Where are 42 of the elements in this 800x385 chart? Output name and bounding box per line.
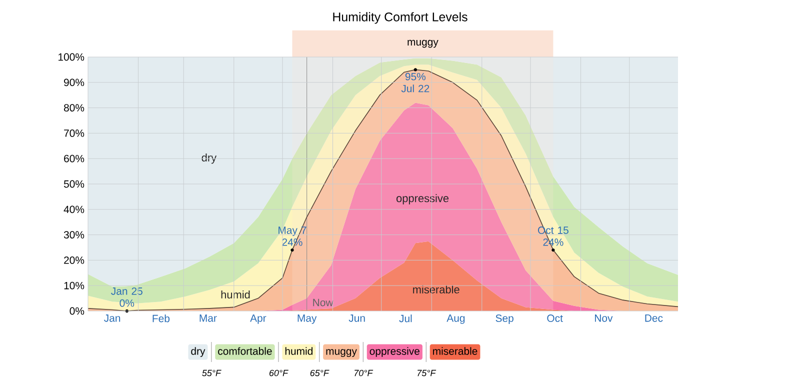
x-tick-label: Apr	[250, 314, 266, 324]
text: 70°F	[354, 370, 374, 376]
x-tick-label: Dec	[645, 314, 663, 322]
y-tick-label: 20%	[64, 256, 84, 264]
text: 60°F	[269, 370, 288, 376]
x-tick-label: Feb	[152, 314, 170, 322]
text: comfortable	[218, 347, 272, 355]
y-tick-label: 10%	[64, 282, 84, 290]
text: 75°F	[418, 370, 436, 376]
annotation: oppressive	[396, 194, 449, 204]
y-tick-label: 100%	[58, 53, 84, 61]
x-tick-label: Jun	[348, 314, 365, 322]
x-tick-label: Sep	[496, 314, 514, 324]
chart-title: Humidity Comfort Levels	[333, 12, 468, 24]
y-tick-label: 90%	[64, 78, 84, 86]
y-tick-label: 60%	[64, 154, 84, 162]
y-tick-label: 80%	[64, 104, 84, 112]
x-tick-label: Mar	[200, 314, 217, 322]
text: humid	[285, 347, 312, 355]
x-tick-label: Oct	[547, 314, 563, 322]
text: 55°F	[202, 370, 222, 376]
text: miserable	[433, 347, 478, 355]
band-label: muggy	[408, 40, 438, 48]
text: dry	[191, 347, 206, 357]
x-tick-label: May	[298, 314, 317, 324]
text: 65°F	[310, 370, 330, 376]
text: oppressive	[370, 347, 420, 357]
y-tick-label: 70%	[64, 130, 84, 137]
annotation: miserable	[413, 285, 460, 294]
y-tick-label: 50%	[64, 180, 84, 188]
x-tick-label: Jul	[399, 314, 412, 322]
annotation: 95% Jul 22	[401, 72, 430, 92]
x-tick-label: Nov	[595, 314, 613, 322]
ref-line-label: Now	[313, 298, 334, 306]
annotation: dry	[202, 153, 217, 164]
x-tick-label: Jan	[104, 314, 120, 322]
y-tick-label: 30%	[64, 231, 84, 239]
text: muggy	[326, 349, 357, 357]
y-tick-label: 40%	[64, 206, 84, 214]
y-tick-label: 0%	[70, 307, 84, 315]
annotation: humid	[221, 290, 250, 299]
x-tick-label: Aug	[446, 314, 465, 324]
